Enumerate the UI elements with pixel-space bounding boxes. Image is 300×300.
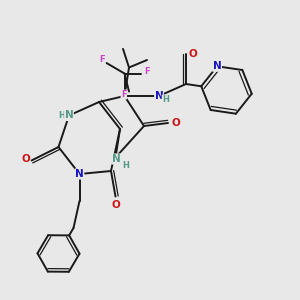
Text: N: N bbox=[75, 169, 84, 179]
Text: H: H bbox=[162, 95, 169, 104]
Text: N: N bbox=[112, 154, 121, 164]
Text: F: F bbox=[121, 90, 127, 99]
Text: O: O bbox=[111, 200, 120, 209]
Text: N: N bbox=[64, 110, 74, 121]
Text: F: F bbox=[99, 56, 105, 64]
Text: F: F bbox=[144, 68, 150, 76]
Text: H: H bbox=[58, 111, 65, 120]
Text: O: O bbox=[21, 154, 30, 164]
Text: O: O bbox=[172, 118, 180, 128]
Text: N: N bbox=[213, 61, 221, 71]
Text: O: O bbox=[188, 49, 197, 59]
Text: H: H bbox=[122, 160, 129, 169]
Text: N: N bbox=[154, 91, 164, 101]
